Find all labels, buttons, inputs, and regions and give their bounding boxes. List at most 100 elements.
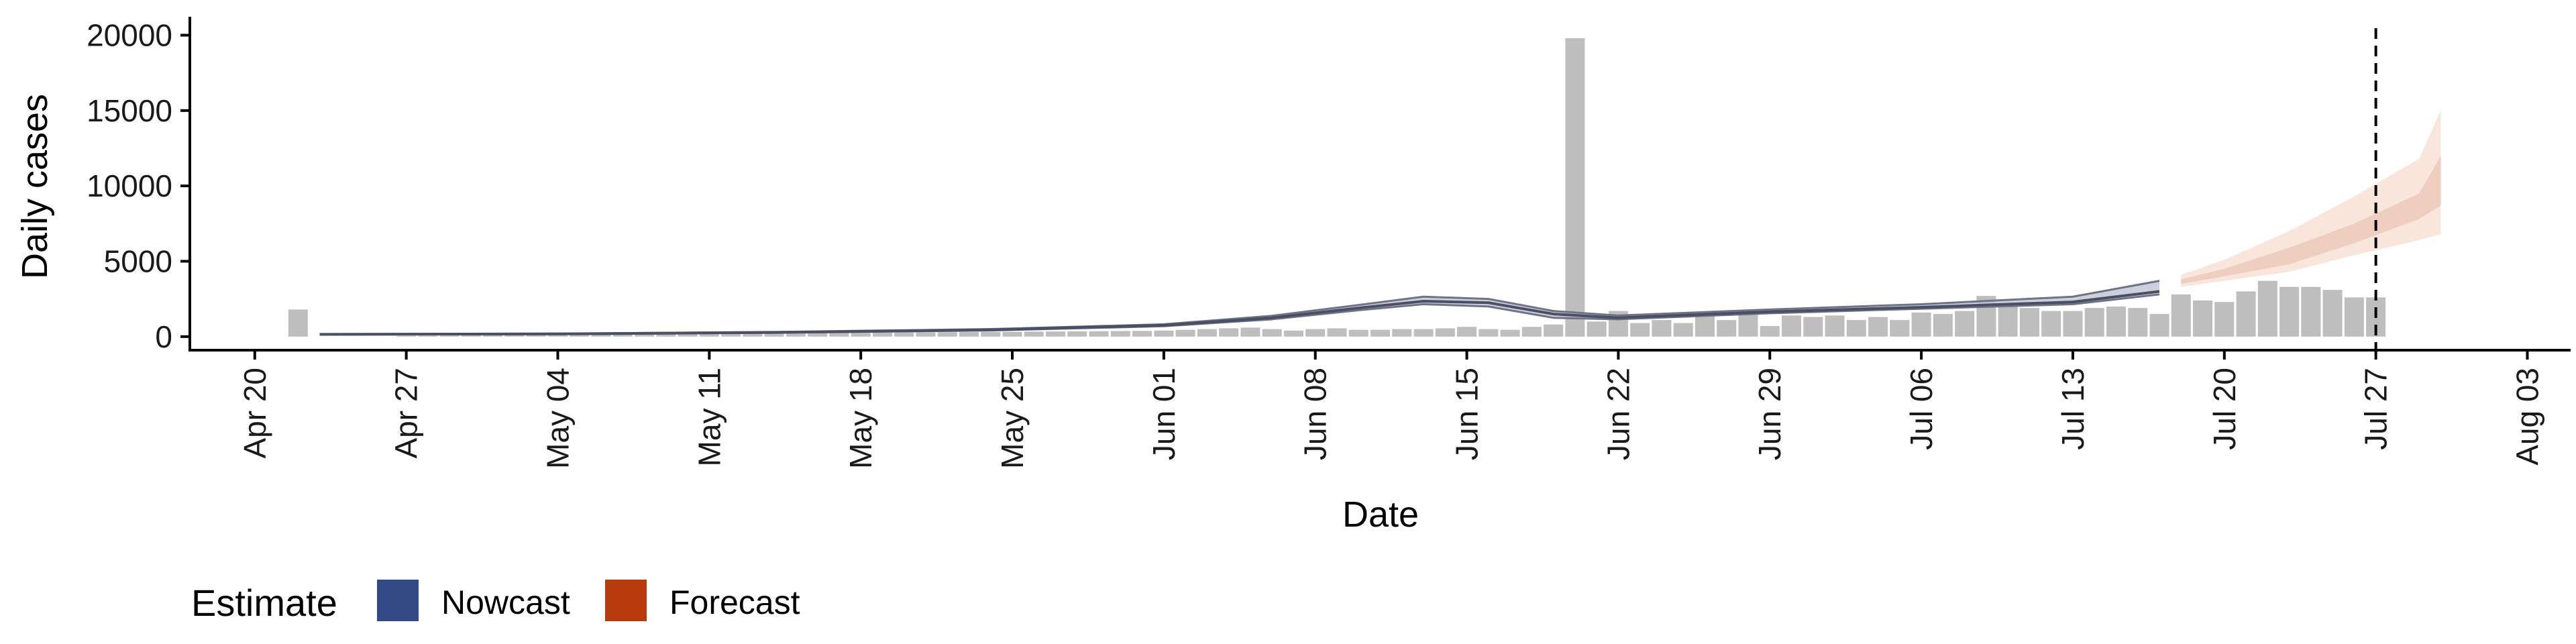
bars-layer bbox=[288, 38, 2386, 337]
bar bbox=[1673, 323, 1693, 337]
bar bbox=[2084, 308, 2104, 337]
bar bbox=[1544, 324, 1564, 337]
bar bbox=[1652, 320, 1672, 337]
bar bbox=[2149, 314, 2169, 337]
bar bbox=[396, 335, 417, 337]
x-tick-label: Jul 20 bbox=[2207, 368, 2242, 450]
bar bbox=[1110, 331, 1130, 337]
bar bbox=[1911, 312, 1931, 337]
bar bbox=[2257, 280, 2277, 337]
bar bbox=[851, 333, 871, 337]
bar bbox=[1327, 328, 1347, 337]
bar bbox=[743, 333, 763, 337]
bar bbox=[1435, 328, 1455, 337]
bar bbox=[483, 335, 503, 337]
bar bbox=[656, 334, 676, 337]
y-axis-title: Daily cases bbox=[15, 94, 55, 279]
bar bbox=[1630, 323, 1650, 337]
bar bbox=[2236, 291, 2256, 337]
y-tick-label: 5000 bbox=[104, 244, 172, 278]
bar bbox=[1089, 331, 1109, 337]
bar bbox=[808, 333, 828, 337]
bar bbox=[635, 334, 655, 337]
bar bbox=[894, 332, 914, 337]
legend-swatch-forecast bbox=[605, 580, 647, 621]
bar bbox=[721, 333, 741, 337]
bar bbox=[1868, 317, 1888, 337]
x-tick-label: Aug 03 bbox=[2510, 368, 2544, 466]
bar bbox=[1457, 327, 1477, 337]
bar bbox=[461, 335, 481, 337]
bar bbox=[591, 334, 611, 337]
x-tick-label: May 11 bbox=[692, 368, 727, 466]
y-tick-label: 10000 bbox=[87, 168, 172, 203]
x-axis: Apr 20 Apr 27 May 04 May 11 May 18 May 25 Jun … bbox=[189, 349, 2571, 469]
bar bbox=[1219, 328, 1239, 337]
bar bbox=[439, 335, 460, 337]
bar bbox=[612, 334, 633, 337]
bar bbox=[1500, 329, 1520, 337]
bar bbox=[2128, 308, 2148, 337]
bar bbox=[829, 333, 849, 337]
bar bbox=[2301, 286, 2321, 337]
bar bbox=[1283, 330, 1303, 337]
x-tick-label: Jun 22 bbox=[1601, 368, 1635, 460]
nowcast-median-line bbox=[319, 290, 2160, 336]
bar bbox=[1890, 320, 1910, 337]
legend-label-forecast: Forecast bbox=[669, 584, 800, 621]
bar bbox=[504, 335, 525, 337]
bar bbox=[1803, 317, 1823, 337]
bar bbox=[1392, 329, 1412, 337]
bar bbox=[786, 333, 806, 337]
bar bbox=[1760, 326, 1780, 337]
bar bbox=[1197, 329, 1217, 337]
plot-area bbox=[288, 28, 2441, 350]
x-tick-label: Apr 27 bbox=[389, 368, 424, 459]
bar bbox=[1348, 329, 1368, 337]
bar bbox=[959, 332, 979, 337]
x-tick-label: Jul 27 bbox=[2359, 368, 2394, 450]
bar bbox=[1240, 327, 1260, 337]
nowcast-layer bbox=[319, 280, 2160, 336]
bar bbox=[2171, 294, 2191, 337]
bar bbox=[1413, 329, 1434, 337]
x-tick-label: Jun 15 bbox=[1450, 368, 1485, 460]
bar bbox=[1305, 329, 1326, 337]
bar bbox=[1046, 331, 1066, 337]
bar bbox=[1024, 331, 1044, 337]
bar bbox=[872, 332, 892, 337]
forecast-layer bbox=[2181, 110, 2441, 287]
bar bbox=[1846, 320, 1866, 337]
x-axis-title: Date bbox=[1342, 494, 1419, 535]
y-tick-label: 0 bbox=[155, 319, 172, 354]
bar bbox=[1521, 327, 1542, 337]
bar bbox=[547, 335, 568, 337]
bar bbox=[2344, 297, 2364, 337]
x-tick-label: May 04 bbox=[540, 368, 575, 469]
y-axis: 0 5000 10000 15000 20000 bbox=[87, 17, 191, 354]
bar bbox=[699, 333, 719, 337]
bar bbox=[1955, 311, 1975, 337]
bar bbox=[2279, 286, 2300, 337]
bar bbox=[288, 309, 308, 337]
bar bbox=[1262, 329, 1282, 337]
x-tick-label: Jun 29 bbox=[1752, 368, 1787, 460]
legend: Estimate Nowcast Forecast bbox=[191, 580, 800, 624]
bar bbox=[1154, 330, 1174, 337]
bar bbox=[1565, 38, 1585, 337]
bar bbox=[1933, 314, 1953, 337]
bar bbox=[418, 335, 438, 337]
bar bbox=[1825, 315, 1845, 337]
legend-label-nowcast: Nowcast bbox=[441, 584, 570, 621]
bar bbox=[1067, 331, 1087, 337]
bar bbox=[570, 335, 590, 337]
x-tick-label: Apr 20 bbox=[237, 368, 272, 459]
bar bbox=[2106, 306, 2126, 337]
x-tick-label: May 25 bbox=[995, 368, 1030, 469]
x-tick-label: May 18 bbox=[843, 368, 878, 469]
x-tick-label: Jul 13 bbox=[2055, 368, 2090, 450]
bar bbox=[526, 335, 546, 337]
bar bbox=[1370, 329, 1391, 337]
bar bbox=[2192, 300, 2213, 337]
